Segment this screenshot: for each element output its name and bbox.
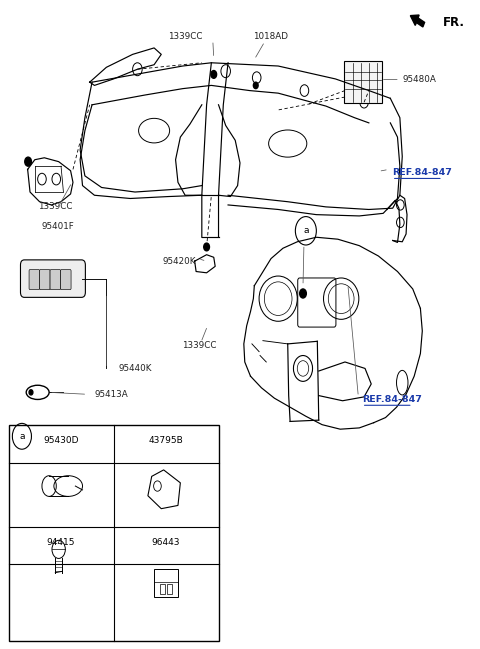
Text: a: a bbox=[303, 227, 309, 236]
Text: a: a bbox=[19, 432, 24, 441]
Text: 1339CC: 1339CC bbox=[182, 341, 216, 350]
Circle shape bbox=[300, 289, 306, 298]
Text: 95401F: 95401F bbox=[42, 222, 75, 231]
Text: 95480A: 95480A bbox=[402, 75, 436, 84]
Bar bbox=[9, 424, 218, 641]
Text: 95413A: 95413A bbox=[95, 390, 129, 398]
Text: 94415: 94415 bbox=[47, 539, 75, 547]
Text: 43795B: 43795B bbox=[149, 436, 183, 445]
FancyBboxPatch shape bbox=[50, 269, 60, 289]
Bar bbox=[160, 583, 165, 594]
Text: 1339CC: 1339CC bbox=[168, 32, 203, 41]
Circle shape bbox=[211, 71, 216, 79]
Text: 95420K: 95420K bbox=[163, 256, 196, 265]
Text: 95440K: 95440K bbox=[118, 364, 152, 373]
Circle shape bbox=[29, 390, 33, 395]
Text: REF.84-847: REF.84-847 bbox=[362, 395, 421, 404]
Bar bbox=[167, 583, 172, 594]
Text: 1018AD: 1018AD bbox=[252, 32, 288, 41]
FancyBboxPatch shape bbox=[39, 269, 50, 289]
Circle shape bbox=[25, 157, 32, 166]
Circle shape bbox=[204, 243, 209, 251]
Text: 95430D: 95430D bbox=[43, 436, 79, 445]
Circle shape bbox=[253, 82, 258, 89]
FancyArrow shape bbox=[410, 15, 425, 27]
Text: 1339CC: 1339CC bbox=[37, 202, 72, 211]
Text: FR.: FR. bbox=[443, 16, 465, 29]
FancyBboxPatch shape bbox=[60, 269, 71, 289]
FancyBboxPatch shape bbox=[21, 260, 85, 297]
FancyBboxPatch shape bbox=[344, 62, 382, 103]
Text: REF.84-847: REF.84-847 bbox=[392, 168, 452, 177]
Text: 96443: 96443 bbox=[152, 539, 180, 547]
Bar bbox=[154, 569, 178, 596]
FancyBboxPatch shape bbox=[29, 269, 39, 289]
